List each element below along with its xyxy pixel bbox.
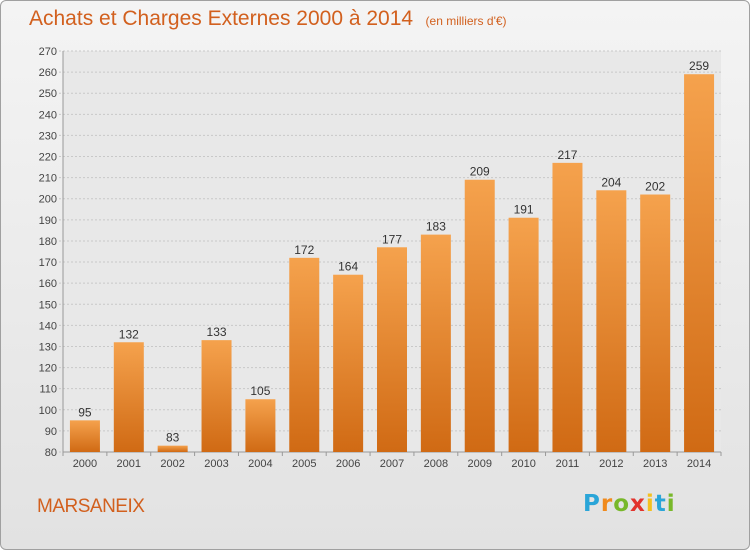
x-tick-label-2009: 2009 [467, 458, 491, 470]
x-tick-label-2013: 2013 [643, 458, 667, 470]
y-tick-label: 110 [39, 384, 57, 396]
bar-2005 [289, 257, 320, 452]
y-tick-label: 220 [39, 152, 57, 164]
data-label-2002: 83 [166, 431, 180, 445]
x-tick-label-2003: 2003 [204, 458, 228, 470]
data-label-2012: 204 [601, 175, 621, 189]
bar-2013 [640, 194, 671, 452]
logo-letter: P [583, 491, 601, 517]
bar-2006 [333, 274, 364, 452]
y-tick-label: 160 [39, 278, 57, 290]
chart-subtitle: (en milliers d'€) [425, 14, 507, 28]
chart-title: Achats et Charges Externes 2000 à 2014 [29, 7, 414, 30]
bar-2011 [552, 162, 583, 452]
bar-2014 [684, 74, 715, 452]
x-tick-label-2005: 2005 [292, 458, 316, 470]
data-label-2010: 191 [514, 203, 534, 217]
x-tick-label-2001: 2001 [117, 458, 141, 470]
logo-letter: x [630, 491, 646, 517]
y-tick-label: 230 [39, 130, 57, 142]
y-tick-label: 100 [39, 405, 57, 417]
bar-2010 [508, 217, 539, 452]
y-tick-label: 210 [39, 173, 57, 185]
y-tick-label: 140 [39, 320, 57, 332]
y-tick-label: 150 [39, 299, 57, 311]
data-label-2005: 172 [294, 243, 314, 257]
y-tick-label: 120 [39, 363, 57, 375]
y-tick-label: 180 [39, 236, 57, 248]
x-tick-label-2004: 2004 [248, 458, 272, 470]
data-label-2014: 259 [689, 59, 709, 73]
data-label-2009: 209 [470, 165, 490, 179]
x-tick-label-2011: 2011 [556, 458, 580, 470]
y-tick-label: 200 [39, 194, 57, 206]
data-label-2006: 164 [338, 260, 358, 274]
data-label-2008: 183 [426, 220, 446, 234]
data-label-2001: 132 [119, 327, 139, 341]
bar-2007 [377, 247, 407, 452]
y-tick-label: 190 [39, 215, 57, 227]
x-tick-label-2000: 2000 [73, 458, 97, 470]
commune-name: MARSANEIX [37, 496, 145, 517]
y-tick-label: 80 [45, 447, 57, 459]
x-tick-label-2010: 2010 [511, 458, 535, 470]
y-tick-label: 130 [39, 341, 57, 353]
logo-letter: i [666, 491, 676, 517]
x-tick-label-2014: 2014 [687, 458, 711, 470]
bar-2008 [420, 234, 451, 452]
data-label-2011: 217 [557, 148, 577, 162]
x-tick-label-2002: 2002 [160, 458, 184, 470]
data-label-2000: 95 [78, 405, 92, 419]
data-label-2004: 105 [250, 384, 270, 398]
bar-2004 [245, 399, 276, 452]
bar-2000 [69, 420, 100, 452]
bar-2001 [113, 342, 144, 452]
y-tick-label: 90 [45, 426, 57, 438]
y-tick-label: 240 [39, 109, 57, 121]
x-tick-label-2008: 2008 [424, 458, 448, 470]
logo-letter: t [654, 491, 667, 517]
x-tick-label-2012: 2012 [599, 458, 623, 470]
data-label-2007: 177 [382, 232, 402, 246]
bar-2003 [201, 340, 232, 452]
y-tick-label: 270 [39, 46, 57, 58]
chart-title-row: Achats et Charges Externes 2000 à 2014 (… [29, 7, 507, 31]
y-tick-label: 260 [39, 67, 57, 79]
logo-letter: r [600, 491, 614, 517]
data-label-2013: 202 [645, 180, 665, 194]
proxiti-logo: Proxiti [583, 491, 676, 517]
data-label-2003: 133 [207, 325, 227, 339]
bar-2009 [464, 179, 495, 452]
x-tick-label-2006: 2006 [336, 458, 360, 470]
logo-letter: i [645, 491, 655, 517]
logo-letter: o [613, 491, 631, 517]
y-tick-label: 250 [39, 88, 57, 100]
x-tick-label-2007: 2007 [380, 458, 404, 470]
y-tick-label: 170 [39, 257, 57, 269]
bar-2002 [157, 445, 188, 452]
bar-2012 [596, 190, 627, 452]
